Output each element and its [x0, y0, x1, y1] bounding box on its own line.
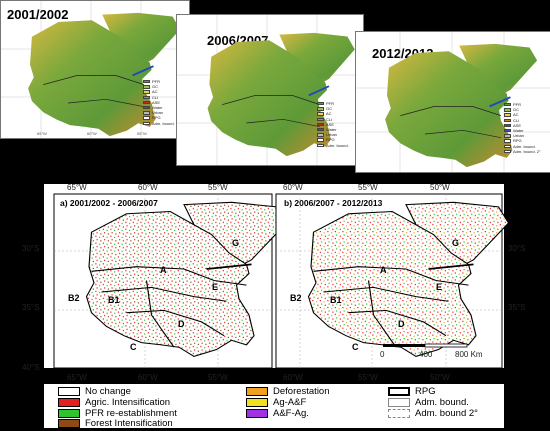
legend-swatch	[58, 387, 80, 396]
change-legend: No change Agric. Intensification PFR re-…	[44, 384, 504, 429]
legend-swatch	[58, 419, 80, 428]
svg-text:400: 400	[419, 350, 433, 359]
lon-label-top: 65°W	[67, 183, 87, 192]
lat-label-right: 35°S	[508, 303, 525, 312]
lon-label-bottom: 65°W	[67, 373, 87, 382]
legend-swatch	[388, 398, 410, 407]
svg-text:800 Km: 800 Km	[455, 350, 483, 359]
lat-label-left: 40°S	[22, 363, 39, 372]
lon-label-top: 55°W	[358, 183, 378, 192]
lon-label-bottom: 60°W	[283, 373, 303, 382]
region-label: E	[436, 282, 442, 292]
map-graphic	[177, 15, 363, 165]
lon-label-bottom: 55°W	[208, 373, 228, 382]
region-label: A	[160, 265, 167, 275]
svg-text:55°W: 55°W	[137, 131, 147, 136]
legend-af-ag: A&F-Ag.	[246, 408, 309, 419]
map-legend: PFR GC AC CLI ASE Water Urban RPG Adm. b…	[317, 101, 349, 148]
region-label: D	[398, 319, 405, 329]
legend-adm-bound: Adm. bound.	[388, 397, 469, 408]
map-legend: PFR GC AC CLI ASE Water Urban RPG Adm. b…	[504, 102, 541, 154]
scale-bar: 0 400 800 Km	[380, 343, 483, 359]
legend-agric-intensification: Agric. Intensification	[58, 397, 170, 408]
legend-deforestation: Deforestation	[246, 386, 330, 397]
legend-swatch	[388, 387, 410, 396]
lon-label-top: 60°W	[283, 183, 303, 192]
legend-swatch	[58, 409, 80, 418]
region-label: B1	[108, 295, 120, 305]
legend-swatch	[58, 398, 80, 407]
svg-text:65°W: 65°W	[37, 131, 47, 136]
region-label: B2	[290, 293, 302, 303]
region-label: B2	[68, 293, 80, 303]
legend-swatch	[246, 409, 268, 418]
svg-text:60°W: 60°W	[87, 131, 97, 136]
map-title: 2001/2002	[7, 7, 69, 22]
lon-label-top: 55°W	[208, 183, 228, 192]
lat-label-left: 35°S	[22, 303, 39, 312]
svg-text:0: 0	[380, 350, 385, 359]
region-label: E	[212, 282, 218, 292]
region-label: D	[178, 319, 185, 329]
legend-no-change: No change	[58, 386, 131, 397]
region-label: C	[130, 342, 137, 352]
legend-pfr-reestablishment: PFR re-establishment	[58, 408, 177, 419]
lon-label-bottom: 50°W	[430, 373, 450, 382]
map-graphic	[356, 32, 550, 172]
map-2001-2002: 2001/2002 65°W 60°W 55°W PFR GC AC CLI ASE…	[0, 0, 190, 139]
legend-rpg: RPG	[388, 386, 436, 397]
change-map-b: b) 2006/2007 - 2012/2013 G A E B2 B1 D C…	[275, 193, 510, 369]
region-label: G	[452, 238, 459, 248]
region-label: G	[232, 238, 239, 248]
map-legend: PFR GC AC CLI ASE Water Urban RPG Adm. b…	[143, 79, 175, 126]
lon-label-bottom: 60°W	[138, 373, 158, 382]
legend-adm-bound-2: Adm. bound 2°	[388, 408, 478, 419]
legend-swatch	[246, 387, 268, 396]
region-label: C	[352, 342, 359, 352]
map-graphic: 65°W 60°W 55°W	[1, 1, 189, 138]
change-map-title: b) 2006/2007 - 2012/2013	[284, 198, 383, 208]
change-map-a: a) 2001/2002 - 2006/2007 G A E B2 B1 D C	[53, 193, 288, 369]
lat-label-right: 30°S	[508, 244, 525, 253]
lat-label-left: 30°S	[22, 244, 39, 253]
lon-label-top: 50°W	[430, 183, 450, 192]
region-label: B1	[330, 295, 342, 305]
map-2006-2007: 2006/2007 PFR GC AC CLI ASE Water Urban …	[176, 14, 364, 166]
legend-ag-af: Ag-A&F	[246, 397, 306, 408]
lon-label-bottom: 55°W	[358, 373, 378, 382]
change-map-title: a) 2001/2002 - 2006/2007	[60, 198, 158, 208]
region-label: A	[380, 265, 387, 275]
legend-swatch	[388, 409, 410, 418]
map-2012-2013: 2012/2013 PFR GC AC CLI ASE Water Urban …	[355, 31, 550, 173]
legend-swatch	[246, 398, 268, 407]
lon-label-top: 60°W	[138, 183, 158, 192]
legend-forest-intensification: Forest Intensification	[58, 418, 173, 429]
change-maps: 65°W 60°W 55°W 60°W 55°W 50°W 30°S 35°S …	[22, 183, 525, 382]
